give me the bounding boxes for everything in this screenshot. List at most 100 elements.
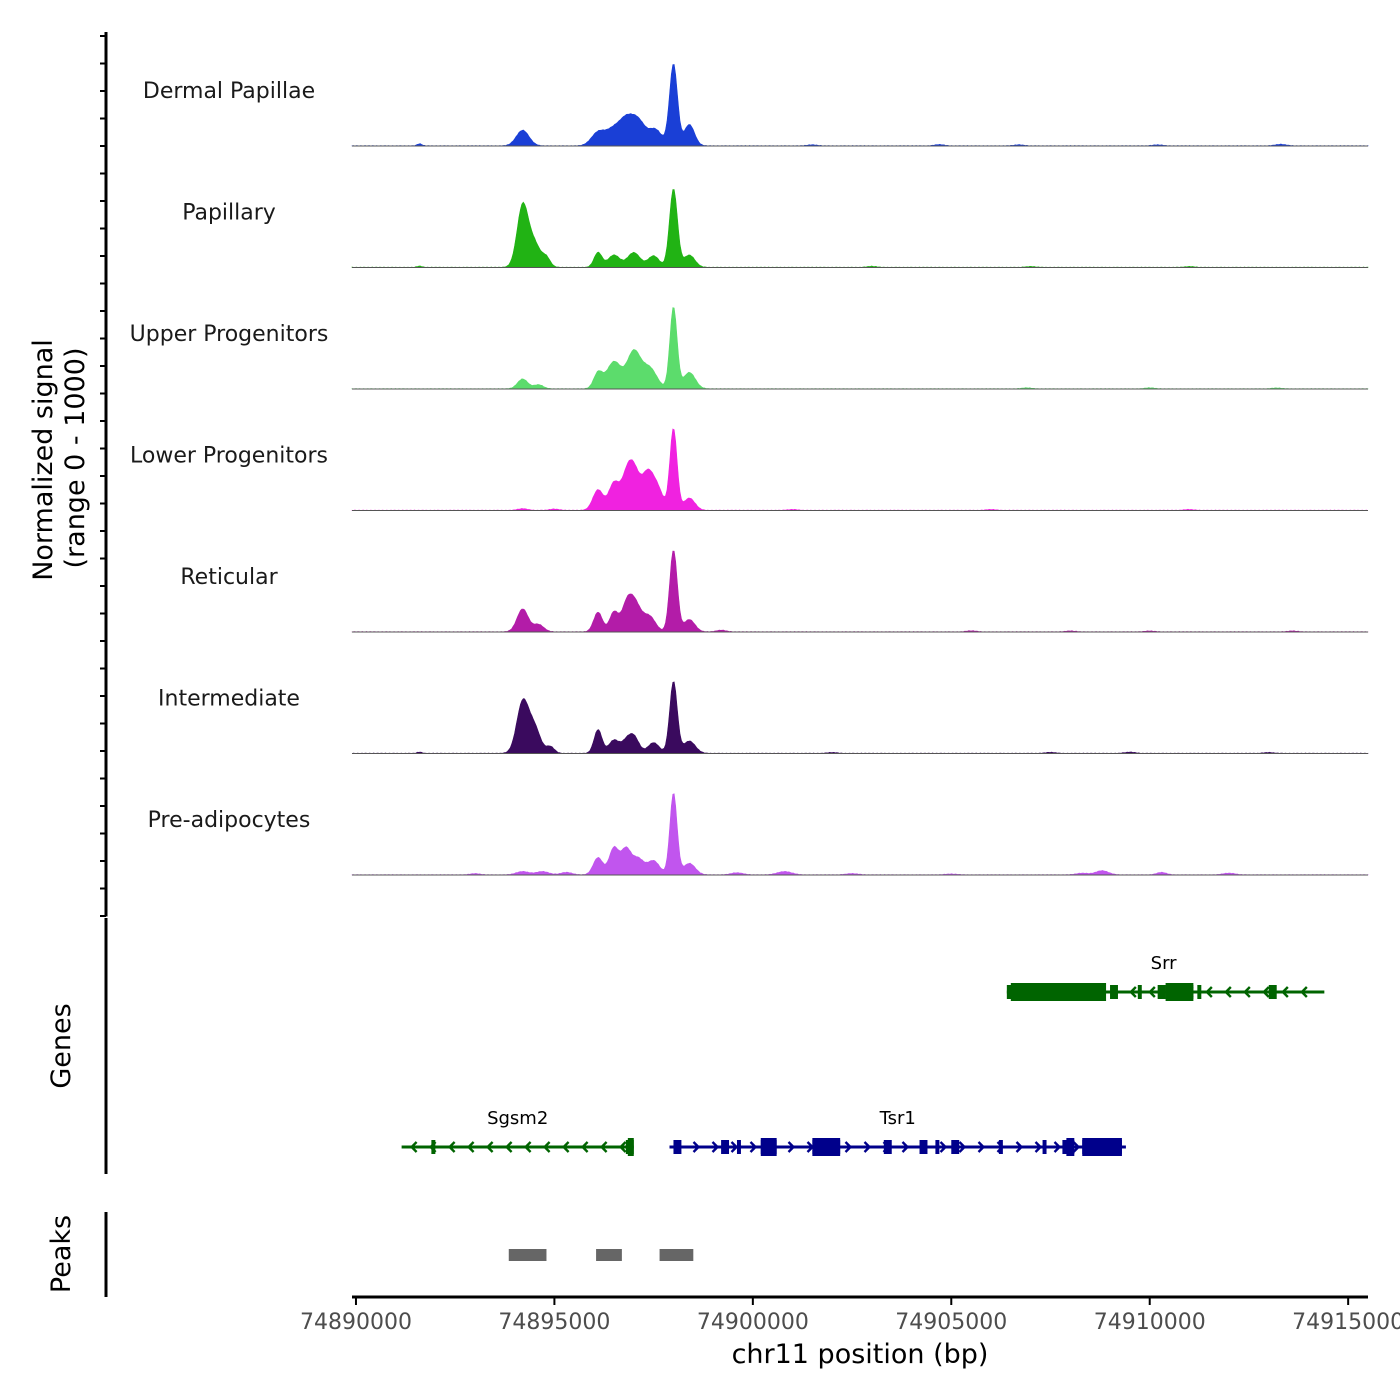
gene-exon xyxy=(431,1140,436,1154)
strand-arrow xyxy=(580,1141,589,1153)
gene-annotation-panel: Srr Sgsm2 Tsr1 xyxy=(104,918,1325,1174)
strand-arrow xyxy=(977,1141,986,1153)
peaks-panel xyxy=(104,1212,694,1297)
gene-coding-exon xyxy=(760,1138,777,1156)
gene-exon xyxy=(673,1140,682,1154)
track-label: Pre-adipocytes xyxy=(148,808,311,833)
strand-arrow xyxy=(1243,986,1251,998)
genes-panel-label: Genes xyxy=(46,1003,77,1088)
signal-area xyxy=(351,189,1369,268)
gene-coding-exon xyxy=(812,1138,841,1156)
track-reticular: Reticular xyxy=(180,550,1369,633)
gene-exon xyxy=(1137,985,1142,999)
strand-arrow xyxy=(1224,986,1232,998)
gene-exon xyxy=(1197,985,1202,999)
strand-arrow xyxy=(599,1141,608,1153)
gene-coding-exon xyxy=(1082,1138,1122,1156)
strand-arrow xyxy=(711,1141,720,1153)
strand-arrow xyxy=(844,1141,853,1153)
track-label: Papillary xyxy=(182,201,276,226)
y-axis-title: Normalized signal xyxy=(28,339,59,581)
track-papillary: Papillary xyxy=(182,189,1369,268)
strand-arrow xyxy=(1129,986,1137,998)
strand-arrow xyxy=(523,1141,532,1153)
strand-arrow xyxy=(1034,1141,1043,1153)
strand-arrow xyxy=(730,1141,739,1153)
gene-exon xyxy=(1157,985,1166,999)
gene-exon xyxy=(883,1140,892,1154)
strand-arrow xyxy=(863,1141,872,1153)
coverage-tracks: Dermal Papillae Papillary Upper Progenitor… xyxy=(100,32,1369,917)
strand-arrow xyxy=(787,1141,796,1153)
strand-arrow xyxy=(409,1141,418,1153)
gene-coding-exon xyxy=(627,1138,634,1156)
strand-arrow xyxy=(749,1141,758,1153)
track-pre-adipocytes: Pre-adipocytes xyxy=(148,793,1369,876)
gene-exon xyxy=(1042,1140,1047,1154)
gene-exon xyxy=(998,1140,1003,1154)
track-label: Dermal Papillae xyxy=(143,79,315,104)
strand-arrow xyxy=(1053,1141,1062,1153)
x-axis-title: chr11 position (bp) xyxy=(732,1339,989,1370)
peak-region xyxy=(659,1249,694,1261)
gene-exon xyxy=(935,1140,940,1154)
x-tick-label: 74900000 xyxy=(697,1310,809,1335)
gene-exon xyxy=(1268,985,1277,999)
strand-arrow xyxy=(447,1141,456,1153)
strand-arrow xyxy=(1205,986,1213,998)
strand-arrow xyxy=(1262,986,1270,998)
gene-sgsm2: Sgsm2 xyxy=(401,1108,634,1156)
gene-srr: Srr xyxy=(1006,953,1325,1001)
gene-coding-exon xyxy=(1010,983,1107,1001)
peak-region xyxy=(596,1249,622,1261)
gene-coding-exon xyxy=(1066,1138,1075,1156)
peaks-panel-label: Peaks xyxy=(46,1215,77,1293)
x-tick-label: 74910000 xyxy=(1094,1310,1206,1335)
track-label: Reticular xyxy=(180,565,278,590)
strand-arrow xyxy=(485,1141,494,1153)
x-tick-label: 74915000 xyxy=(1292,1310,1400,1335)
gene-coding-exon xyxy=(1165,983,1194,1001)
strand-arrow xyxy=(692,1141,701,1153)
signal-area xyxy=(351,681,1369,754)
track-label: Intermediate xyxy=(158,687,300,712)
gene-exon xyxy=(721,1140,730,1154)
gene-tsr1: Tsr1 xyxy=(669,1108,1126,1156)
track-dermal-papillae: Dermal Papillae xyxy=(143,64,1369,147)
track-upper-progenitors: Upper Progenitors xyxy=(130,307,1369,390)
strand-arrow xyxy=(1148,986,1156,998)
strand-arrow xyxy=(939,1141,948,1153)
y-axis-range-label: (range 0 - 1000) xyxy=(60,348,91,569)
signal-area xyxy=(351,64,1369,147)
strand-arrow xyxy=(1072,1141,1081,1153)
strand-arrow xyxy=(504,1141,513,1153)
signal-area xyxy=(351,550,1369,633)
x-tick-label: 74905000 xyxy=(895,1310,1007,1335)
gene-exon xyxy=(951,1140,960,1154)
strand-arrow xyxy=(901,1141,910,1153)
strand-arrow xyxy=(466,1141,475,1153)
strand-arrow xyxy=(542,1141,551,1153)
strand-arrow xyxy=(561,1141,570,1153)
gene-label: Sgsm2 xyxy=(487,1108,548,1129)
gene-label: Tsr1 xyxy=(879,1108,916,1129)
strand-arrow xyxy=(1015,1141,1024,1153)
signal-area xyxy=(351,307,1369,390)
track-label: Upper Progenitors xyxy=(130,322,329,347)
gene-exon xyxy=(919,1140,928,1154)
strand-arrow xyxy=(958,1141,967,1153)
signal-area xyxy=(351,793,1369,876)
signal-area xyxy=(351,428,1369,511)
strand-arrow xyxy=(1281,986,1289,998)
strand-arrow xyxy=(1300,986,1308,998)
x-tick-label: 74895000 xyxy=(498,1310,610,1335)
track-intermediate: Intermediate xyxy=(158,681,1369,754)
gene-exon xyxy=(736,1140,741,1154)
x-tick-label: 74890000 xyxy=(300,1310,412,1335)
gene-exon xyxy=(1110,985,1118,999)
strand-arrow xyxy=(618,1141,627,1153)
track-lower-progenitors: Lower Progenitors xyxy=(130,428,1369,511)
peak-region xyxy=(508,1249,547,1261)
gene-label: Srr xyxy=(1151,953,1178,974)
